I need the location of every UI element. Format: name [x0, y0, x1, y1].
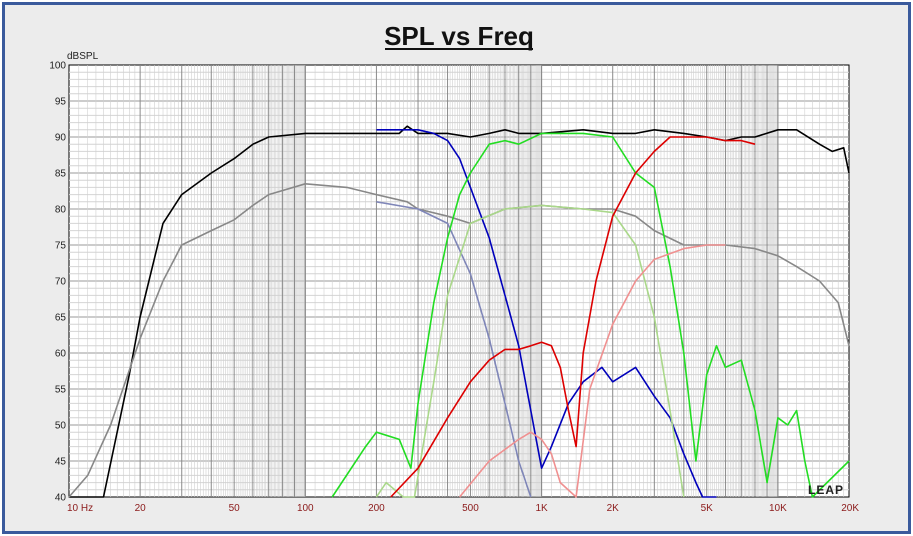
response-curve: [376, 201, 532, 498]
x-tick-label: 10K: [769, 503, 787, 514]
x-tick-label: 50: [229, 503, 241, 514]
x-tick-label: 10 Hz: [67, 503, 93, 514]
y-tick-label: 85: [55, 169, 67, 180]
y-tick-label: 65: [55, 313, 67, 324]
y-tick-label: 55: [55, 385, 67, 396]
y-ticks: 40 45 50 55 60 65 70 75 80 85 90 95 100: [49, 61, 66, 504]
response-curve: [458, 244, 726, 498]
y-axis-label: dBSPL: [67, 51, 99, 62]
chart-title: SPL vs Freq: [384, 21, 534, 51]
response-curve: [375, 204, 685, 498]
x-tick-label: 20: [135, 503, 147, 514]
y-tick-label: 100: [49, 61, 66, 72]
response-curve: [376, 129, 717, 498]
response-curve: [68, 183, 850, 498]
response-curve: [390, 136, 756, 498]
grid: [69, 65, 849, 497]
curves: [68, 125, 850, 498]
chart: SPL vs Freq dBSPL 40 45 50 55 60 65 70 75 80 85 90…: [49, 21, 859, 514]
x-tick-label: 20K: [841, 503, 859, 514]
x-tick-label: 1K: [535, 503, 548, 514]
x-tick-label: 100: [297, 503, 314, 514]
leap-logo: LEAP: [808, 483, 844, 497]
response-curve: [69, 125, 850, 498]
y-tick-label: 90: [55, 133, 67, 144]
x-tick-label: 500: [462, 503, 479, 514]
y-tick-label: 80: [55, 205, 67, 216]
y-tick-label: 60: [55, 349, 67, 360]
y-tick-label: 40: [55, 493, 67, 504]
x-tick-label: 5K: [701, 503, 714, 514]
x-tick-label: 200: [368, 503, 385, 514]
y-tick-label: 45: [55, 457, 67, 468]
x-tick-label: 2K: [607, 503, 620, 514]
y-tick-label: 50: [55, 421, 67, 432]
y-tick-label: 95: [55, 97, 67, 108]
x-ticks: 10 Hz 20 50 100 200 500 1K 2K 5K 10K 20K: [67, 503, 859, 514]
y-tick-label: 70: [55, 277, 67, 288]
y-tick-label: 75: [55, 241, 67, 252]
